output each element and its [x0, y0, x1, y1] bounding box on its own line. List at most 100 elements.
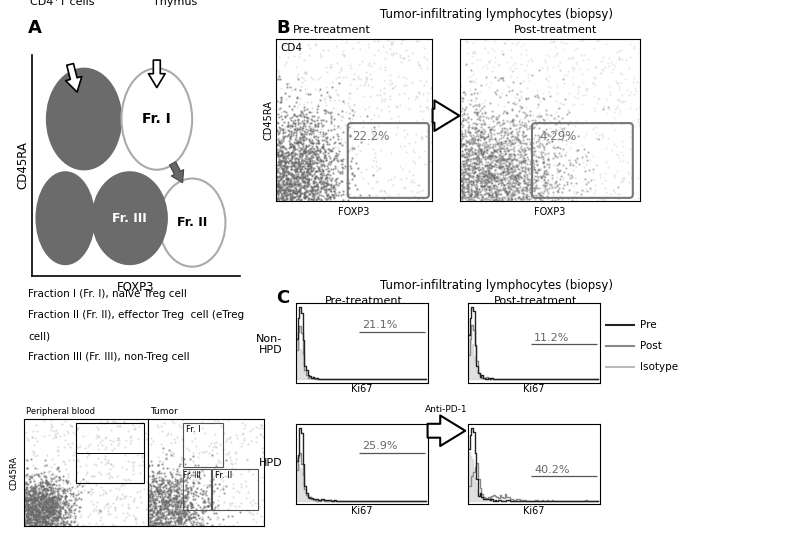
Point — [160, 502, 173, 511]
Point — [86, 472, 99, 481]
Point — [174, 495, 187, 504]
Point — [53, 496, 66, 505]
Point — [64, 421, 77, 430]
Point — [519, 179, 532, 188]
Point — [324, 93, 337, 101]
Point — [489, 140, 502, 149]
Point — [345, 120, 358, 129]
Point — [560, 148, 573, 157]
Point — [311, 121, 324, 130]
Point — [62, 469, 74, 478]
Point — [293, 147, 306, 155]
Point — [547, 127, 560, 136]
Point — [178, 512, 191, 521]
Point — [346, 106, 358, 115]
Point — [501, 146, 514, 155]
Point — [41, 493, 54, 501]
Point — [302, 165, 314, 174]
Point — [91, 425, 104, 434]
Point — [593, 134, 606, 143]
Point — [254, 522, 267, 531]
Point — [206, 482, 218, 490]
Point — [543, 131, 556, 140]
Point — [504, 191, 517, 200]
Point — [456, 147, 469, 156]
Point — [470, 173, 483, 182]
Point — [278, 160, 290, 169]
Point — [159, 504, 172, 512]
Point — [481, 171, 494, 180]
Point — [158, 495, 171, 504]
Point — [297, 143, 310, 152]
Point — [304, 107, 317, 116]
Point — [55, 504, 68, 512]
Point — [633, 102, 646, 111]
Point — [505, 145, 518, 154]
Point — [522, 123, 535, 132]
Point — [238, 423, 250, 432]
Point — [408, 147, 421, 156]
Point — [554, 149, 567, 158]
Point — [482, 168, 495, 177]
Point — [340, 154, 353, 163]
Point — [458, 156, 470, 165]
Point — [168, 512, 181, 521]
Point — [317, 166, 330, 175]
Point — [456, 168, 469, 177]
Point — [26, 504, 39, 512]
Point — [539, 110, 552, 118]
Point — [510, 186, 522, 195]
Point — [146, 461, 158, 469]
Point — [283, 101, 296, 110]
Point — [462, 184, 474, 193]
Point — [304, 124, 317, 133]
Point — [33, 500, 46, 509]
Point — [494, 147, 506, 156]
Point — [504, 172, 517, 181]
Point — [614, 148, 627, 156]
Point — [289, 177, 302, 186]
Point — [378, 97, 390, 106]
Point — [463, 85, 476, 94]
Point — [511, 177, 524, 186]
Point — [34, 502, 47, 511]
Point — [40, 519, 53, 528]
Point — [209, 437, 222, 446]
Point — [468, 168, 481, 177]
Point — [49, 491, 62, 500]
Point — [505, 164, 518, 172]
Point — [18, 455, 31, 464]
Point — [583, 186, 596, 195]
Point — [44, 473, 57, 482]
Point — [155, 502, 168, 511]
Point — [22, 488, 35, 496]
Point — [283, 134, 296, 143]
Point — [297, 170, 310, 179]
Point — [614, 120, 627, 128]
Point — [158, 508, 170, 517]
Point — [18, 503, 30, 511]
Point — [490, 153, 502, 161]
Point — [538, 166, 550, 175]
Point — [34, 485, 47, 494]
Point — [322, 145, 335, 154]
Point — [50, 503, 63, 512]
Point — [172, 509, 185, 517]
Point — [495, 162, 508, 171]
Point — [289, 98, 302, 106]
Point — [414, 106, 427, 115]
Point — [467, 179, 480, 188]
Point — [151, 512, 164, 521]
Point — [518, 132, 531, 141]
Point — [154, 501, 166, 510]
Point — [294, 106, 307, 115]
Point — [526, 155, 539, 164]
Point — [294, 149, 307, 158]
Point — [289, 150, 302, 159]
Point — [27, 483, 40, 492]
Point — [174, 496, 186, 505]
Point — [26, 509, 38, 518]
Point — [478, 171, 490, 180]
Point — [474, 122, 487, 131]
Point — [570, 188, 583, 197]
